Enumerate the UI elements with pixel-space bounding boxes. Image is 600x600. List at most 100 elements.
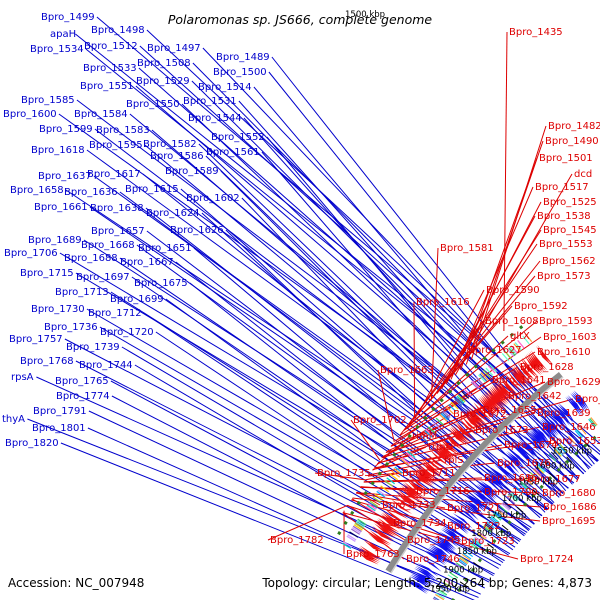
cog-category-plus [366, 504, 376, 512]
right-gene-label: Bpro_1721 [447, 503, 501, 514]
plus-strand-cds [520, 358, 538, 379]
plus-strand-cds [412, 469, 434, 487]
minus-strand-cds [463, 500, 483, 516]
plus-strand-cds [393, 494, 415, 511]
cog-category-plus [483, 369, 491, 379]
plus-strand-cds [401, 484, 423, 500]
cog-category-minus [550, 451, 559, 460]
left-label-leader [241, 197, 546, 513]
minus-strand-cds [544, 414, 562, 434]
plus-strand-cds [440, 437, 461, 455]
left-gene-label: Bpro_1637 [38, 171, 92, 182]
right-gene-label: Bpro_1655 [483, 405, 537, 416]
left-gene-label: Bpro_1585 [21, 95, 75, 106]
left-label-leader [111, 395, 486, 589]
plus-strand-cds [405, 478, 427, 495]
plus-strand-cds [429, 449, 450, 467]
right-label-leader [350, 419, 381, 461]
right-gene-label: Bpro_1525 [543, 197, 597, 208]
right-gene-label: Bpro_1722 [447, 521, 501, 532]
left-gene-label: Bpro_1820 [5, 438, 59, 449]
left-gene-label: Bpro_1618 [31, 145, 85, 156]
minus-strand-cds [474, 485, 494, 503]
cog-category-minus [501, 503, 510, 511]
plus-strand-cds [453, 422, 473, 441]
plus-strand-cds [494, 381, 513, 401]
cog-category-minus [470, 542, 479, 549]
plus-strand-cds [375, 520, 398, 535]
cog-category-minus [442, 581, 452, 589]
plus-strand-cds [434, 444, 454, 462]
plus-strand-cds [372, 525, 394, 541]
left-label-leader [134, 364, 494, 577]
left-gene-label: Bpro_1744 [79, 360, 133, 371]
cog-category-plus [448, 404, 457, 412]
cog-category-plus [380, 485, 390, 493]
cog-category-plus [506, 348, 515, 358]
cog-category-plus [389, 473, 399, 481]
right-label-leader [394, 366, 519, 442]
right-gene-label: Bpro_1676 [497, 458, 551, 469]
cog-category-minus [438, 589, 448, 596]
plus-strand-cds [525, 354, 543, 375]
right-gene-label: trmD [428, 442, 454, 453]
left-label-leader [60, 442, 456, 600]
plus-strand-cds [357, 549, 380, 564]
cog-category-plus [355, 521, 365, 528]
cog-category-plus [435, 417, 444, 426]
left-gene-label: apaH [50, 29, 76, 40]
plus-strand-cds [488, 387, 507, 407]
minus-strand-cds [488, 470, 507, 488]
kbp-tick-mark [566, 456, 573, 464]
right-gene-label: Bpro_1616 [416, 297, 470, 308]
right-gene-label: Bpro_1538 [537, 211, 591, 222]
plus-strand-cds [493, 382, 512, 402]
minus-strand-cds [441, 527, 462, 543]
plus-strand-cds [400, 485, 422, 502]
cog-category-minus [490, 516, 499, 524]
right-gene-label: Bpro_1482 [548, 121, 600, 132]
minus-strand-cds [485, 473, 505, 490]
left-gene-label: Bpro_1489 [216, 52, 270, 63]
cog-category-minus [574, 430, 583, 439]
left-gene-label: Bpro_1730 [31, 304, 85, 315]
left-gene-label: thyA [2, 414, 25, 425]
minus-strand-cds [411, 572, 433, 586]
cog-category-plus [356, 519, 366, 527]
cog-category-minus [493, 512, 503, 520]
left-gene-label: Bpro_1582 [143, 139, 197, 150]
left-label-leader [129, 113, 575, 484]
minus-strand-cds [525, 432, 543, 451]
kbp-tick-label: 1850 kbp [457, 547, 497, 557]
minus-strand-cds [508, 448, 527, 467]
cog-category-plus [485, 367, 494, 376]
plus-strand-cds [471, 404, 490, 423]
plus-strand-cds [359, 545, 382, 560]
plus-strand-cds [387, 504, 409, 520]
top-tick-label: 1500 kbp [345, 10, 385, 20]
left-label-leader [65, 189, 548, 510]
plus-strand-cds [482, 392, 501, 412]
plus-strand-cds [403, 481, 425, 498]
cog-category-minus [519, 482, 528, 491]
cog-category-plus [497, 356, 506, 365]
cog-category-plus [471, 380, 480, 389]
cog-category-plus [487, 365, 496, 374]
right-gene-label: dcd [574, 169, 592, 180]
cog-category-minus [538, 463, 547, 472]
plus-strand-cds [450, 426, 470, 444]
plus-strand-cds [516, 361, 534, 382]
left-gene-label: Bpro_1712 [88, 308, 142, 319]
right-label-leader [413, 301, 416, 419]
left-label-leader [193, 247, 530, 531]
minus-strand-cds [409, 575, 431, 590]
left-label-leader [220, 170, 555, 504]
right-gene-label: rplS [444, 455, 464, 466]
plus-strand-cds [364, 538, 387, 553]
cog-category-plus [342, 541, 353, 548]
cog-category-plus [439, 413, 448, 422]
plus-strand-cds [467, 408, 487, 427]
kbp-tick-mark [549, 472, 556, 480]
right-label-leader [314, 472, 366, 481]
kbp-tick-label: 1950 kbp [430, 584, 470, 594]
